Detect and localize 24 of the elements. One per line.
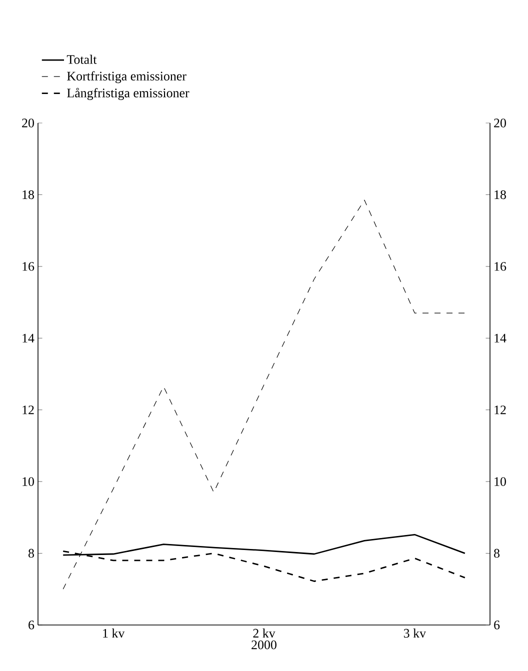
legend-label: Långfristiga emissioner [67,88,190,100]
y-tick-label: 18 [22,190,34,200]
y2-tick-label: 8 [494,548,500,558]
line-series [62,200,466,590]
y2-tick-label: 18 [494,190,506,200]
legend-label: Kortfristiga emissioner [67,71,186,84]
y2-tick-label: 10 [494,477,506,486]
y-tick-label: 12 [22,406,34,414]
y2-tick-label: 6 [494,620,500,630]
y2-tick-label: 16 [494,262,506,271]
y-tick-label: 10 [22,477,34,486]
y2-tick-label: 12 [494,406,506,414]
x-axis-title: 2000 [252,640,276,650]
x-tick-label: 3 kv [404,628,426,638]
y-tick-label: 16 [22,262,34,271]
y-tick-label: 6 [28,620,34,630]
x-tick-label: 1 kv [103,628,125,638]
y2-tick-label: 20 [494,118,506,128]
y-tick-label: 8 [28,548,34,558]
y-tick-label: 20 [22,118,34,128]
y2-tick-label: 14 [494,334,506,342]
x-tick-label: 2 kv [253,628,276,638]
legend-label: Totalt [66,54,97,64]
y-tick-label: 14 [22,334,34,342]
